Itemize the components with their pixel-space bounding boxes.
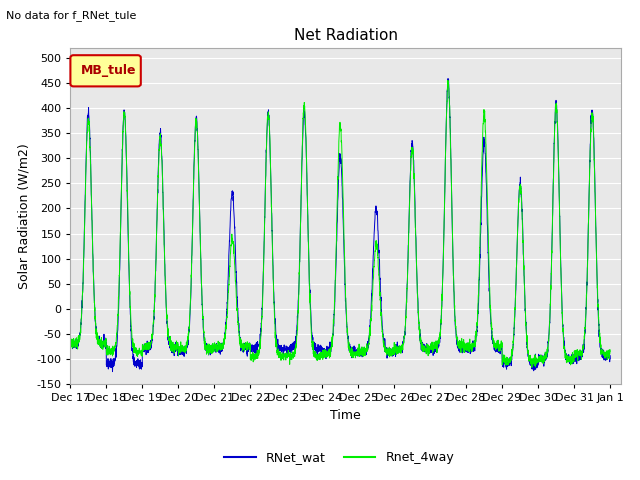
RNet_wat [307, 312, 315, 318]
Line: RNet_wat: RNet_wat [70, 79, 610, 372]
Legend: RNet_wat, Rnet_4way: RNet_wat, Rnet_4way [220, 446, 459, 469]
Text: MB_tule: MB_tule [81, 64, 137, 77]
Rnet_4way [307, 316, 315, 322]
Rnet_4way [528, 364, 536, 370]
Title: Net Radiation: Net Radiation [294, 28, 397, 43]
X-axis label: Time: Time [330, 408, 361, 421]
RNet_wat [413, 281, 421, 287]
Rnet_4way [135, 348, 143, 354]
Y-axis label: Solar Radiation (W/m2): Solar Radiation (W/m2) [18, 143, 31, 289]
Rnet_4way [302, 137, 310, 143]
Rnet_4way [606, 349, 614, 355]
Rnet_4way [437, 327, 445, 333]
Rnet_4way [349, 355, 356, 360]
RNet_wat [67, 340, 74, 346]
Line: Rnet_4way: Rnet_4way [70, 80, 610, 367]
RNet_wat [136, 365, 143, 371]
Rnet_4way [413, 283, 421, 288]
RNet_wat [437, 322, 445, 327]
RNet_wat [444, 76, 452, 82]
Rnet_4way [444, 77, 452, 83]
RNet_wat [349, 345, 357, 351]
Rnet_4way [67, 344, 74, 349]
RNet_wat [606, 356, 614, 362]
RNet_wat [302, 153, 310, 159]
Text: No data for f_RNet_tule: No data for f_RNet_tule [6, 10, 137, 21]
RNet_wat [109, 369, 116, 374]
